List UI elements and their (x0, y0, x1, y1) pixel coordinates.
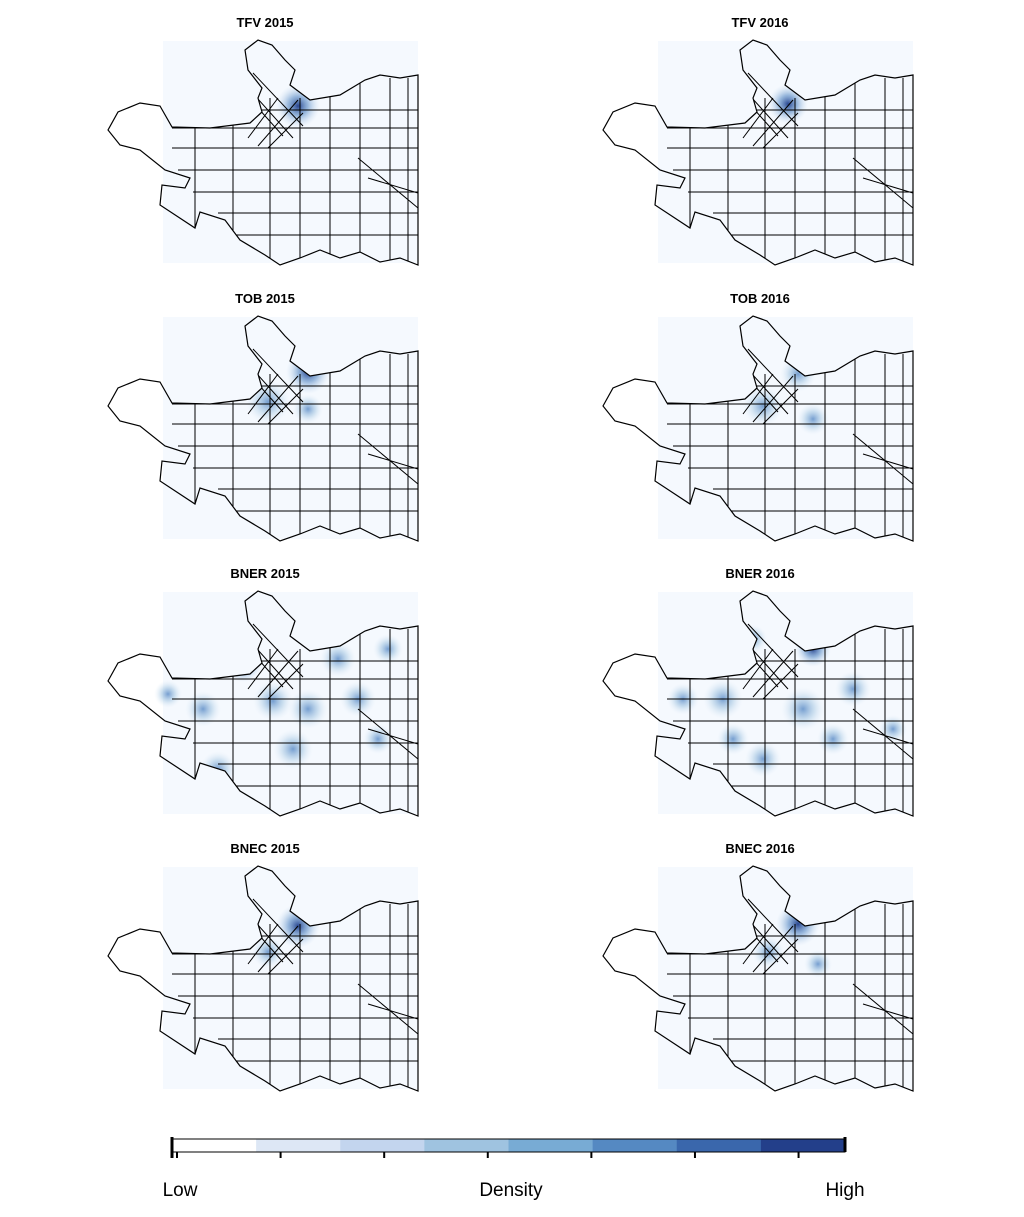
map-background (163, 317, 418, 539)
density-surface (743, 356, 829, 435)
map-panel: BNER 2015 (108, 566, 418, 819)
legend-high: High (825, 1180, 864, 1201)
color-band (592, 1139, 678, 1152)
panel-title: BNER 2016 (725, 566, 794, 581)
panel-title: BNER 2015 (230, 566, 299, 581)
map-panel: BNER 2016 (603, 566, 913, 819)
map-panel: TOB 2015 (108, 291, 418, 544)
legend-low: Low (163, 1180, 198, 1201)
map-panel: TOB 2016 (603, 291, 913, 544)
color-band (172, 1139, 257, 1152)
panel-title: TOB 2016 (730, 291, 790, 306)
map-panel: TFV 2016 (603, 15, 913, 268)
map-background (163, 41, 418, 263)
map-panel: BNEC 2016 (603, 841, 913, 1094)
legend-title: Density (479, 1180, 543, 1201)
map-background (658, 317, 913, 539)
panel-title: TOB 2015 (235, 291, 295, 306)
color-band (424, 1139, 509, 1152)
color-band (676, 1139, 762, 1152)
panels: TFV 2015 TFV 2016 TOB 2015 TOB 2016 BNER 201… (108, 15, 913, 1094)
map-panel: BNEC 2015 (108, 841, 418, 1094)
color-band (340, 1139, 425, 1152)
panel-title: TFV 2016 (731, 15, 788, 30)
legend: Low Density High (163, 1137, 865, 1201)
panel-title: BNEC 2015 (230, 841, 299, 856)
map-background (658, 41, 913, 263)
map-panel: TFV 2015 (108, 15, 418, 268)
color-band (760, 1139, 846, 1152)
color-band (256, 1139, 341, 1152)
map-background (163, 867, 418, 1089)
panel-title: BNEC 2016 (725, 841, 794, 856)
map-background (658, 867, 913, 1089)
panel-title: TFV 2015 (236, 15, 293, 30)
color-band (508, 1139, 594, 1152)
